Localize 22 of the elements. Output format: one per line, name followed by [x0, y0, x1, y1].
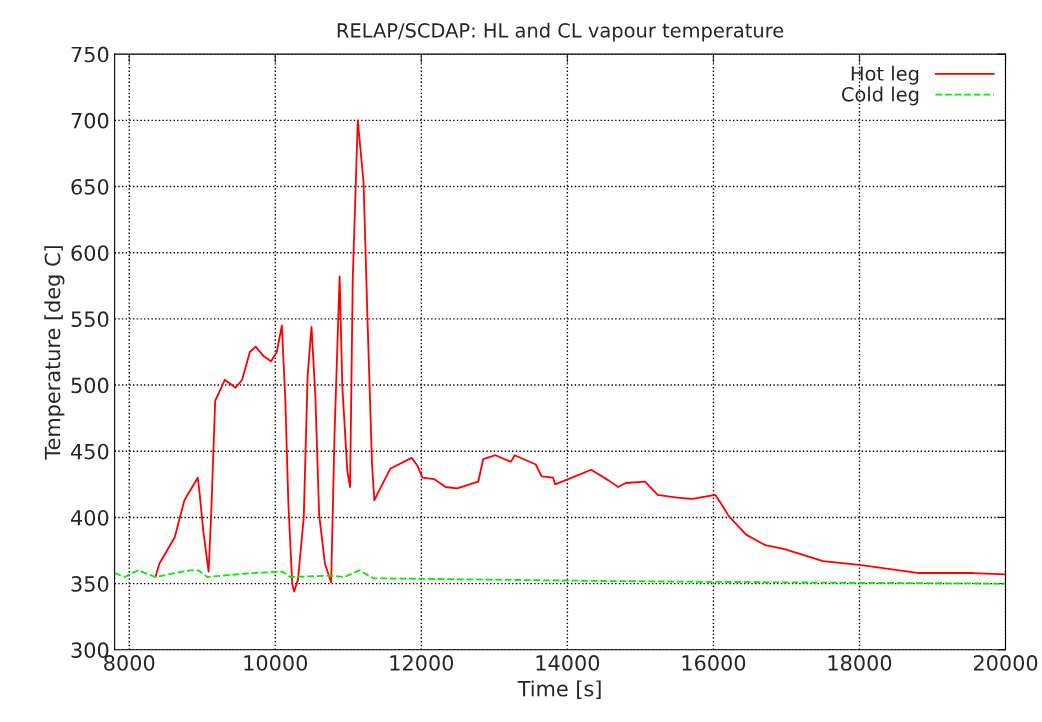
x-tick-label: 18000	[828, 655, 892, 671]
legend-label: Hot leg	[851, 65, 919, 85]
y-tick-label: 600	[71, 245, 109, 261]
y-tick-label: 550	[71, 311, 109, 328]
legend-label: Cold leg	[841, 86, 919, 106]
chart-title: RELAP/SCDAP: HL and CL vapour temperature	[337, 22, 784, 42]
x-tick-label: 14000	[536, 655, 600, 671]
y-tick-label: 400	[71, 509, 109, 526]
y-tick-label: 700	[71, 112, 109, 129]
y-tick-label: 450	[71, 443, 109, 460]
line-series	[154, 119, 1006, 593]
x-tick-label: 12000	[390, 655, 454, 671]
y-tick-label: 350	[71, 576, 109, 592]
x-tick-label: 16000	[682, 655, 746, 671]
y-tick-label: 650	[71, 178, 109, 195]
x-tick-label: 10000	[244, 655, 308, 671]
y-tick-label: 750	[71, 46, 109, 63]
line-series	[114, 569, 1006, 585]
x-axis-title: Time [s]	[517, 680, 601, 699]
y-axis-title: Temperature [deg C]	[44, 246, 65, 460]
x-tick-label: 20000	[973, 655, 1038, 671]
y-tick-label: 500	[71, 377, 109, 394]
